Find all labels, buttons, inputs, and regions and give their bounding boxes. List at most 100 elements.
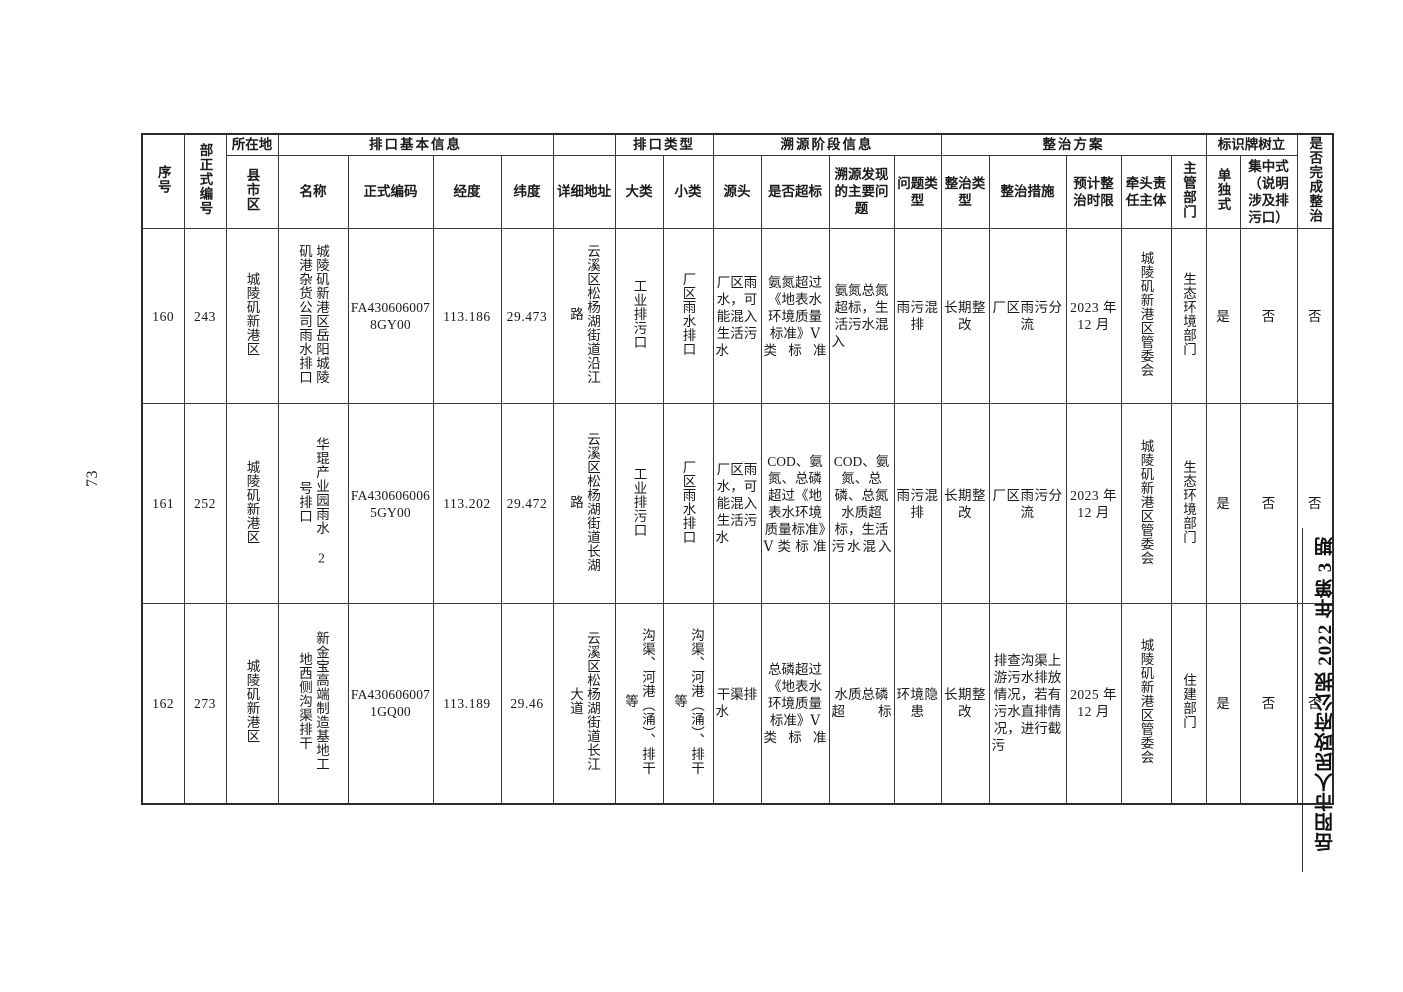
header-name: 名称 xyxy=(277,154,349,230)
cell-name: 新金宝高端制造基地工地西侧沟渠排干 xyxy=(277,603,349,804)
cell-source: 厂区雨水，可能混入生活污水 xyxy=(712,228,762,404)
cell-formal-code: FA4306060065GY00 xyxy=(347,403,434,604)
table-row: 160 243 城陵矶新港区 城陵矶新港区岳阳城陵矶港杂货公司雨水排口 FA43… xyxy=(141,228,1334,404)
cell-main-problem: 氨氮总氮超标，生活污水混入 xyxy=(828,228,895,404)
cell-rect-measure: 厂区雨污分流 xyxy=(988,228,1067,404)
table-body: 160 243 城陵矶新港区 城陵矶新港区岳阳城陵矶港杂货公司雨水排口 FA43… xyxy=(141,228,1334,804)
cell-seq: 161 xyxy=(141,403,185,604)
cell-completed: 否 xyxy=(1296,603,1334,804)
cell-minor-type: 厂区雨水排口 xyxy=(662,403,714,604)
cell-longitude: 113.189 xyxy=(432,603,502,804)
cell-supervise-dept: 生态环境部门 xyxy=(1170,228,1207,404)
cell-centralized: 否 xyxy=(1239,603,1298,804)
cell-main-problem: 水质总磷超标 xyxy=(828,603,895,804)
cell-formal-code: FA4306060078GY00 xyxy=(347,228,434,404)
header-rect-measure: 整治措施 xyxy=(988,154,1067,230)
cell-minor-type: 沟渠、河港（涌）、排干等 xyxy=(662,603,714,804)
header-formal-code: 正式编码 xyxy=(347,154,434,230)
cell-standalone: 是 xyxy=(1205,603,1241,804)
page-number: 73 xyxy=(84,470,101,487)
cell-lead-body: 城陵矶新港区管委会 xyxy=(1120,603,1172,804)
cell-formal-number: 252 xyxy=(183,403,227,604)
cell-source: 厂区雨水，可能混入生活污水 xyxy=(712,403,762,604)
cell-rect-type: 长期整改 xyxy=(940,403,990,604)
outlet-rectification-table: 序号 部正式编号 所在地 排口基本信息 排口类型 溯源阶段信息 整治方案 标识牌… xyxy=(141,133,1335,805)
table-row: 162 273 城陵矶新港区 新金宝高端制造基地工地西侧沟渠排干 FA43060… xyxy=(141,603,1334,804)
cell-deadline: 2025 年 12 月 xyxy=(1065,603,1122,804)
header-completed: 是否完成整治 xyxy=(1296,133,1334,229)
cell-seq: 162 xyxy=(141,603,185,804)
header-detail-address: 详细地址 xyxy=(552,154,616,230)
cell-centralized: 否 xyxy=(1239,228,1298,404)
cell-standalone: 是 xyxy=(1205,403,1241,604)
header-longitude: 经度 xyxy=(432,154,502,230)
cell-formal-number: 273 xyxy=(183,603,227,804)
cell-rect-type: 长期整改 xyxy=(940,228,990,404)
cell-main-problem: COD、氨氮、总磷、总氮水质超标，生活污水混入 xyxy=(828,403,895,604)
cell-longitude: 113.202 xyxy=(432,403,502,604)
header-row-sub: 县市区 名称 正式编码 经度 纬度 详细地址 大类 小类 源头 是否超标 溯源发… xyxy=(142,154,1333,230)
cell-detail-address: 云溪区松杨湖街道长江大道 xyxy=(552,603,616,804)
cell-deadline: 2023 年 12 月 xyxy=(1065,228,1122,404)
header-standalone: 单独式 xyxy=(1205,154,1241,230)
cell-problem-type: 雨污混排 xyxy=(893,228,942,404)
header-centralized: 集中式（说明涉及排污口） xyxy=(1239,154,1298,230)
cell-latitude: 29.46 xyxy=(500,603,554,804)
cell-name: 华琨产业园雨水 2 号排口 xyxy=(277,403,349,604)
cell-rect-type: 长期整改 xyxy=(940,603,990,804)
cell-latitude: 29.473 xyxy=(500,228,554,404)
cell-longitude: 113.186 xyxy=(432,228,502,404)
cell-detail-address: 云溪区松杨湖街道沿江路 xyxy=(552,228,616,404)
header-outlet-type: 排口类型 xyxy=(614,133,714,156)
cell-formal-number: 243 xyxy=(183,228,227,404)
cell-completed: 否 xyxy=(1296,228,1334,404)
cell-source: 干渠排水 xyxy=(712,603,762,804)
header-rect-type: 整治类型 xyxy=(940,154,990,230)
cell-problem-type: 雨污混排 xyxy=(893,403,942,604)
cell-exceed-standard: 氨氮超过《地表水环境质量标准》Ⅴ类标准 xyxy=(760,228,830,404)
header-sign-erection: 标识牌树立 xyxy=(1205,133,1298,156)
cell-rect-measure: 厂区雨污分流 xyxy=(988,403,1067,604)
cell-completed: 否 xyxy=(1296,403,1334,604)
cell-major-type: 工业排污口 xyxy=(614,403,664,604)
cell-minor-type: 厂区雨水排口 xyxy=(662,228,714,404)
header-tracing-stage-info: 溯源阶段信息 xyxy=(712,133,942,156)
header-county: 县市区 xyxy=(225,154,279,230)
cell-major-type: 沟渠、河港（涌）、排干等 xyxy=(614,603,664,804)
cell-centralized: 否 xyxy=(1239,403,1298,604)
cell-formal-code: FA4306060071GQ00 xyxy=(347,603,434,804)
header-rectification-plan: 整治方案 xyxy=(940,133,1207,156)
header-problem-type: 问题类型 xyxy=(893,154,942,230)
header-main-problem: 溯源发现的主要问题 xyxy=(828,154,895,230)
cell-deadline: 2023 年 12 月 xyxy=(1065,403,1122,604)
cell-county: 城陵矶新港区 xyxy=(225,228,279,404)
header-deadline: 预计整治时限 xyxy=(1065,154,1122,230)
cell-county: 城陵矶新港区 xyxy=(225,603,279,804)
cell-supervise-dept: 生态环境部门 xyxy=(1170,403,1207,604)
header-minor-type: 小类 xyxy=(662,154,714,230)
cell-county: 城陵矶新港区 xyxy=(225,403,279,604)
cell-lead-body: 城陵矶新港区管委会 xyxy=(1120,228,1172,404)
cell-seq: 160 xyxy=(141,228,185,404)
header-outlet-basic-info: 排口基本信息 xyxy=(277,133,554,156)
cell-exceed-standard: COD、氨氮、总磷超过《地表水环境质量标准》Ⅴ类标准 xyxy=(760,403,830,604)
header-exceed-standard: 是否超标 xyxy=(760,154,830,230)
cell-exceed-standard: 总磷超过《地表水环境质量标准》Ⅴ类标准 xyxy=(760,603,830,804)
header-formal-number: 部正式编号 xyxy=(183,133,227,229)
header-latitude: 纬度 xyxy=(500,154,554,230)
cell-name: 城陵矶新港区岳阳城陵矶港杂货公司雨水排口 xyxy=(277,228,349,404)
header-row-group: 序号 部正式编号 所在地 排口基本信息 排口类型 溯源阶段信息 整治方案 标识牌… xyxy=(141,133,1334,229)
table-head: 序号 部正式编号 所在地 排口基本信息 排口类型 溯源阶段信息 整治方案 标识牌… xyxy=(141,133,1334,230)
header-source: 源头 xyxy=(712,154,762,230)
cell-supervise-dept: 住建部门 xyxy=(1170,603,1207,804)
cell-major-type: 工业排污口 xyxy=(614,228,664,404)
header-lead-body: 牵头责任主体 xyxy=(1120,154,1172,230)
table-grid: 序号 部正式编号 所在地 排口基本信息 排口类型 溯源阶段信息 整治方案 标识牌… xyxy=(141,133,1335,805)
cell-lead-body: 城陵矶新港区管委会 xyxy=(1120,403,1172,604)
cell-problem-type: 环境隐患 xyxy=(893,603,942,804)
table-row: 161 252 城陵矶新港区 华琨产业园雨水 2 号排口 FA430606006… xyxy=(141,403,1334,604)
header-major-type: 大类 xyxy=(614,154,664,230)
header-location: 所在地 xyxy=(225,133,279,156)
header-seq: 序号 xyxy=(141,133,185,229)
